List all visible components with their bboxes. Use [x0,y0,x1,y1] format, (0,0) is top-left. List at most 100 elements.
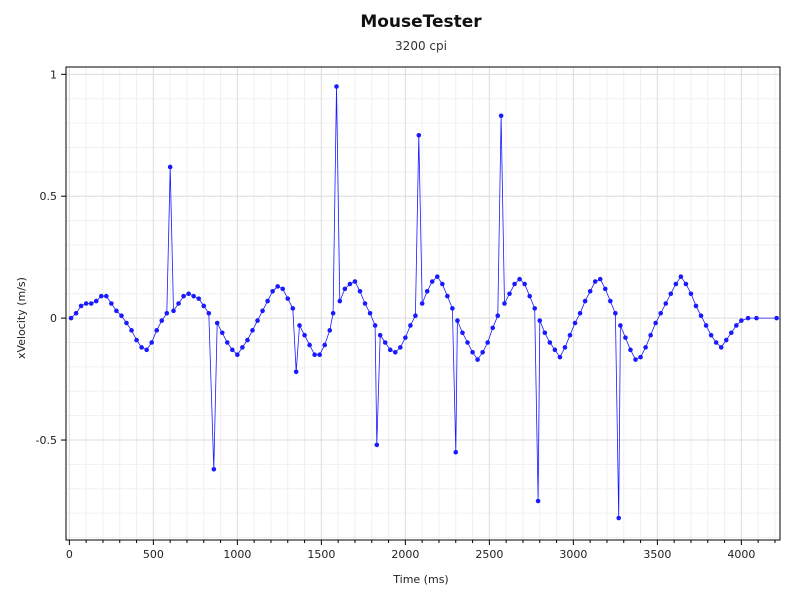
x-tick-label: 1500 [307,548,335,561]
chart-subtitle: 3200 cpi [395,39,447,53]
data-point [367,310,373,316]
data-point [270,289,275,294]
data-point [498,113,504,119]
data-point [465,340,470,345]
data-point [109,301,114,306]
x-tick-label: 1000 [223,548,251,561]
data-point [698,313,704,318]
data-point [134,337,139,343]
data-point [537,318,543,323]
x-tick-label: 2500 [475,548,503,561]
y-axis-label: xVelocity (m/s) [15,277,28,359]
data-point [455,318,460,323]
y-tick-label: -0.5 [36,434,57,447]
data-point [718,345,724,350]
data-point [362,301,368,306]
data-point [159,318,165,323]
data-point [460,330,465,336]
x-tick-label: 0 [66,548,73,561]
data-point [745,315,751,321]
data-point [280,286,286,292]
data-point [334,84,339,89]
data-point [176,301,181,306]
data-point [470,349,475,355]
data-point [638,354,643,360]
data-point [713,340,719,345]
data-point [88,301,94,306]
data-point [265,298,270,304]
data-point [445,293,450,299]
data-point [668,291,674,297]
data-point [275,284,280,289]
data-point [293,369,299,375]
data-point [434,274,440,279]
data-point [623,335,628,340]
data-point [68,315,74,321]
data-point [330,310,336,316]
data-point [708,332,714,338]
data-point [73,310,79,316]
x-axis-label: Time (ms) [392,573,448,586]
data-point [557,354,563,360]
data-point [618,323,623,328]
data-point [114,308,119,314]
data-point [398,345,403,350]
data-point [290,306,296,311]
chart-title: MouseTester [360,12,482,32]
data-point [592,279,598,284]
data-point [219,330,225,336]
data-point [495,313,501,318]
data-point [245,337,250,343]
data-point [517,276,522,282]
data-point [572,320,578,326]
y-tick-label: 1 [50,68,57,81]
data-point [424,289,430,294]
y-axis-ticks: 1 0.5 0 -0.5 [36,68,66,447]
data-point [139,345,144,350]
data-point [201,303,207,309]
data-point [450,306,455,311]
data-point [317,352,322,358]
data-point [693,303,699,309]
data-point [312,352,317,358]
data-point [93,298,99,304]
x-tick-label: 3000 [559,548,587,561]
data-point [419,301,425,306]
data-point [413,313,418,318]
data-point [255,318,260,323]
data-point [342,286,348,292]
data-point [235,352,240,358]
data-point [658,310,664,316]
data-point [490,325,496,331]
data-point [104,293,109,299]
data-point [307,342,312,348]
data-point [322,342,328,348]
x-tick-label: 500 [143,548,164,561]
data-point [224,340,230,345]
data-point [587,289,593,294]
data-point [260,308,265,314]
data-point [683,281,689,287]
data-point [480,349,485,355]
data-point [206,310,212,316]
data-point [327,328,333,333]
data-point [774,315,779,321]
data-point [230,347,235,353]
data-point [387,347,393,353]
data-point [673,281,679,287]
data-point [302,332,307,338]
data-point [337,298,343,304]
y-tick-label: 0 [50,312,57,325]
data-point [608,298,613,304]
data-point [181,293,186,299]
x-tick-label: 4000 [727,548,755,561]
data-point [723,337,729,343]
data-point [372,323,378,328]
major-gridlines [66,67,780,540]
data-point [196,296,202,301]
data-point [416,132,422,138]
data-point [154,328,160,333]
data-point [754,315,759,321]
x-tick-label: 2000 [391,548,419,561]
